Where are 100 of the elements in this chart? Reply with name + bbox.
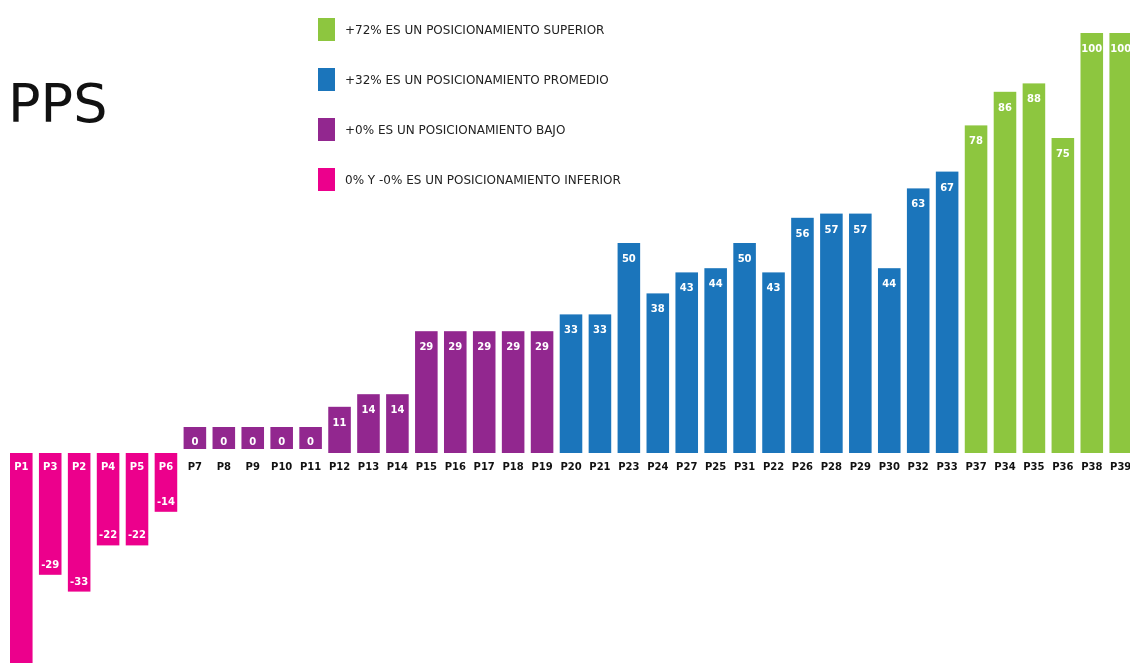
bar xyxy=(820,213,843,453)
bar xyxy=(559,314,583,453)
x-tick-label: P30 xyxy=(878,461,900,472)
bar xyxy=(993,91,1017,453)
bar xyxy=(357,394,380,453)
bar xyxy=(964,125,988,453)
data-label: 63 xyxy=(911,198,926,210)
x-tick-label: P2 xyxy=(72,461,87,472)
data-label: -29 xyxy=(41,558,60,570)
data-label: -22 xyxy=(99,529,118,541)
x-tick-label: P4 xyxy=(100,461,116,472)
data-label: 100 xyxy=(1081,43,1103,54)
data-label: 44 xyxy=(882,278,897,290)
data-label: 29 xyxy=(448,341,463,353)
legend-label: 0% Y -0% ES UN POSICIONAMIENTO INFERIOR xyxy=(345,172,621,187)
x-tick-label: P27 xyxy=(676,461,698,472)
bar xyxy=(762,272,785,453)
data-label: 0 xyxy=(307,436,315,447)
x-tick-label: P19 xyxy=(531,461,553,472)
data-label: 78 xyxy=(969,135,984,147)
x-tick-label: P36 xyxy=(1052,461,1074,472)
x-tick-label: P16 xyxy=(444,461,466,472)
x-tick-label: P10 xyxy=(271,461,293,472)
x-tick-label: P24 xyxy=(647,461,669,472)
data-label: 43 xyxy=(766,282,781,294)
x-tick-label: P15 xyxy=(415,461,437,472)
data-label: 50 xyxy=(621,253,636,264)
bar xyxy=(675,272,699,453)
data-label: 29 xyxy=(506,341,521,353)
bar xyxy=(733,243,756,453)
bar xyxy=(877,268,901,453)
bar xyxy=(704,268,727,453)
bar xyxy=(472,331,496,453)
x-tick-label: P35 xyxy=(1023,461,1045,472)
x-tick-label: P5 xyxy=(129,461,145,472)
bar xyxy=(10,453,33,663)
bar xyxy=(501,331,525,453)
data-label: 43 xyxy=(679,282,694,294)
x-tick-label: P3 xyxy=(43,461,58,472)
x-tick-label: P39 xyxy=(1110,461,1130,472)
x-tick-label: P23 xyxy=(618,461,640,472)
data-label: 14 xyxy=(390,404,405,416)
x-tick-label: P32 xyxy=(907,461,929,472)
data-label: 0 xyxy=(249,436,257,447)
x-tick-label: P25 xyxy=(705,461,727,472)
bar xyxy=(1051,138,1075,453)
data-label: 0 xyxy=(220,436,228,447)
bar xyxy=(415,331,438,453)
text: PPS xyxy=(8,72,108,135)
x-tick-label: P37 xyxy=(965,461,987,472)
data-label: 67 xyxy=(940,181,955,193)
x-tick-label: P18 xyxy=(502,461,524,472)
data-label: -22 xyxy=(127,529,147,541)
x-tick-label: P11 xyxy=(299,461,322,472)
data-label: 14 xyxy=(361,404,376,416)
data-label: 88 xyxy=(1026,93,1041,105)
bar xyxy=(617,243,641,453)
bar xyxy=(530,331,554,453)
x-tick-label: P1 xyxy=(14,461,29,472)
x-tick-label: P12 xyxy=(328,461,351,472)
bar xyxy=(443,331,467,453)
x-tick-label: P6 xyxy=(158,461,174,472)
bar xyxy=(38,453,62,575)
x-tick-label: P22 xyxy=(762,461,785,472)
data-label: 38 xyxy=(650,303,665,315)
bar xyxy=(386,394,409,453)
bar xyxy=(67,453,91,592)
bar xyxy=(1080,33,1104,453)
data-label: 33 xyxy=(564,324,578,336)
x-tick-label: P8 xyxy=(216,461,231,472)
x-tick-label: P21 xyxy=(589,461,611,472)
bar xyxy=(1022,83,1046,453)
data-label: 0 xyxy=(191,436,199,447)
legend-label: +72% ES UN POSICIONAMIENTO SUPERIOR xyxy=(345,22,605,37)
legend-label: +0% ES UN POSICIONAMIENTO BAJO xyxy=(345,122,566,137)
data-label: 44 xyxy=(708,278,723,290)
data-label: 0 xyxy=(278,436,286,447)
data-label: 29 xyxy=(477,341,492,353)
data-label: -33 xyxy=(70,575,89,587)
bar xyxy=(906,188,930,453)
x-tick-label: P29 xyxy=(849,461,871,472)
x-tick-label: P34 xyxy=(994,461,1016,472)
bar xyxy=(849,213,872,453)
data-label: 57 xyxy=(824,223,839,235)
x-tick-label: P7 xyxy=(187,461,203,472)
legend-label: +32% ES UN POSICIONAMIENTO PROMEDIO xyxy=(345,72,609,87)
data-label: 100 xyxy=(1110,43,1130,54)
bar xyxy=(646,293,670,453)
x-tick-label: P17 xyxy=(473,461,495,472)
data-label: 56 xyxy=(795,227,810,239)
data-label: 11 xyxy=(332,416,347,428)
data-label: 86 xyxy=(998,101,1012,113)
data-label: -14 xyxy=(156,495,176,507)
bar xyxy=(935,171,959,453)
data-label: 50 xyxy=(737,253,752,264)
x-tick-label: P13 xyxy=(357,461,380,472)
data-label: 75 xyxy=(1055,148,1070,159)
x-tick-label: P14 xyxy=(386,461,409,472)
x-tick-label: P38 xyxy=(1081,461,1103,472)
data-label: 29 xyxy=(535,341,550,353)
